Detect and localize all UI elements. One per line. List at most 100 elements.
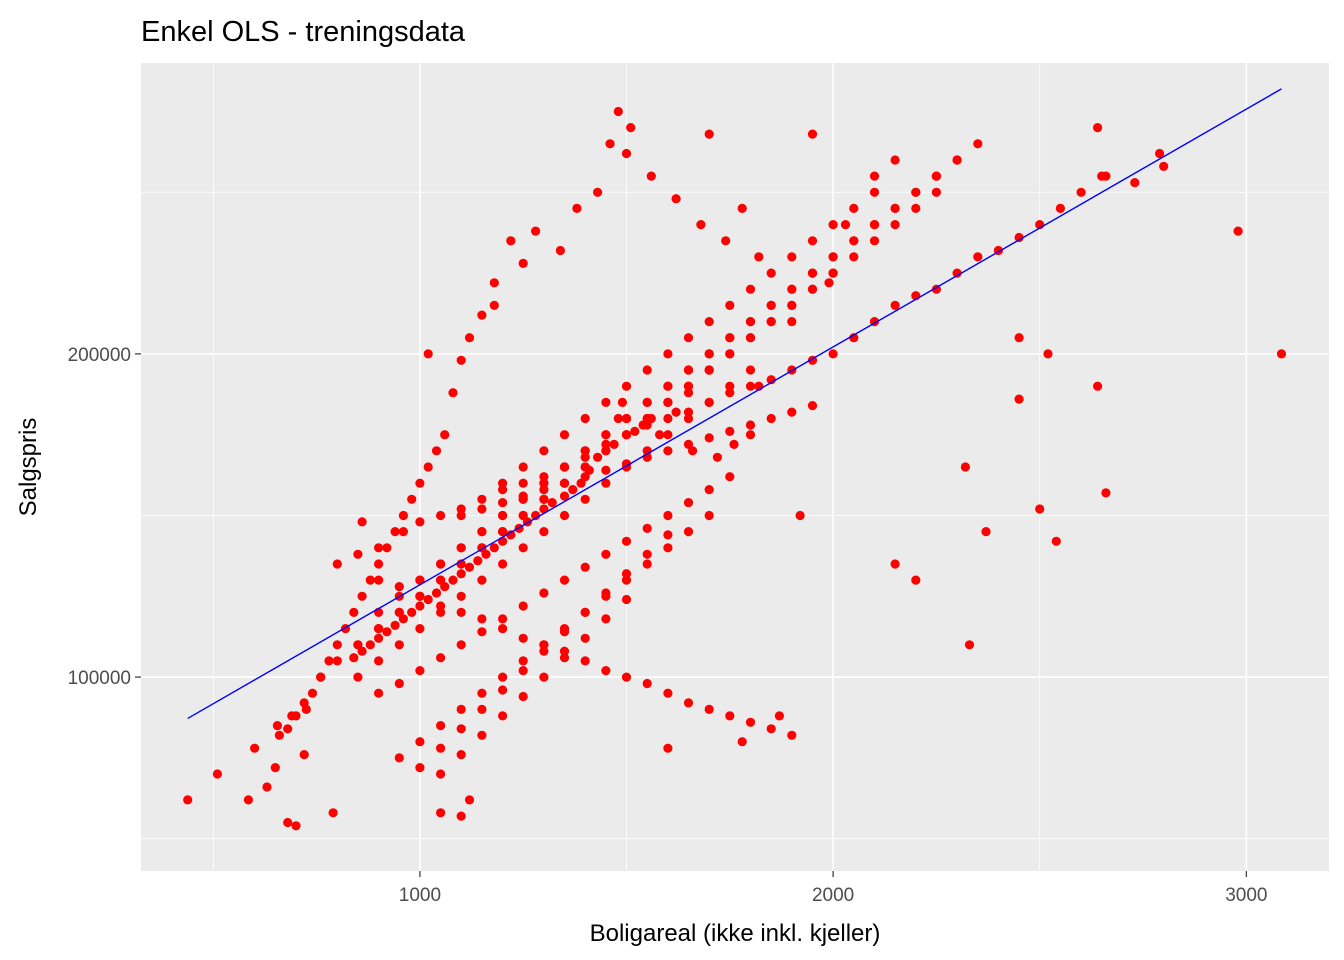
data-point — [390, 620, 400, 631]
data-point — [745, 365, 756, 375]
x-tick-label: 2000 — [812, 885, 854, 906]
data-point — [415, 601, 425, 611]
data-point — [498, 536, 508, 546]
data-point — [423, 594, 433, 605]
data-point — [477, 310, 487, 320]
data-point — [407, 607, 417, 618]
data-point — [840, 220, 851, 230]
data-point — [704, 397, 714, 407]
data-point — [683, 413, 694, 424]
data-point — [332, 640, 342, 650]
data-point — [243, 795, 253, 805]
data-point — [745, 333, 756, 343]
data-point — [683, 333, 694, 343]
data-point — [506, 236, 516, 246]
data-point — [473, 556, 483, 566]
data-point — [621, 594, 632, 605]
data-point — [539, 494, 549, 504]
data-point — [601, 446, 611, 456]
data-point — [456, 704, 466, 715]
data-point — [436, 601, 446, 611]
x-axis-label: Boligareal (ikke inkl. kjeller) — [590, 920, 881, 947]
data-point — [671, 194, 681, 204]
data-point — [374, 656, 384, 666]
data-point — [1035, 504, 1045, 514]
data-point — [559, 478, 570, 488]
data-point — [688, 446, 698, 456]
data-point — [518, 656, 528, 666]
data-point — [787, 730, 797, 740]
data-point — [436, 653, 446, 663]
data-point — [518, 491, 528, 501]
data-point — [481, 549, 491, 559]
data-point — [973, 252, 983, 262]
data-point — [274, 730, 284, 740]
data-point — [787, 252, 797, 262]
data-point — [849, 252, 859, 262]
data-point — [498, 498, 508, 508]
data-point — [489, 543, 499, 553]
data-point — [642, 559, 652, 569]
data-point — [580, 633, 590, 643]
data-point — [506, 530, 516, 540]
data-point — [605, 139, 615, 149]
data-point — [374, 575, 384, 585]
data-point — [621, 459, 632, 469]
data-point — [415, 763, 425, 773]
data-point — [613, 106, 623, 117]
regression-line — [187, 88, 1282, 720]
data-point — [415, 575, 425, 585]
data-point — [890, 155, 900, 165]
data-point — [795, 510, 805, 521]
data-point — [745, 717, 756, 727]
data-point — [456, 591, 466, 601]
data-point — [642, 523, 652, 534]
data-points — [183, 106, 1287, 831]
data-point — [283, 817, 293, 828]
data-point — [518, 633, 528, 643]
data-point — [398, 614, 408, 624]
data-point — [291, 821, 301, 831]
data-point — [448, 575, 458, 585]
data-point — [407, 494, 417, 504]
data-point — [357, 517, 367, 527]
data-point — [1014, 333, 1024, 343]
data-point — [559, 510, 570, 521]
data-point — [415, 591, 425, 601]
data-point — [559, 646, 570, 656]
data-point — [539, 640, 549, 650]
data-point — [1051, 536, 1061, 546]
y-tick-label: 200000 — [68, 345, 131, 366]
data-point — [704, 349, 714, 359]
data-point — [477, 730, 487, 740]
data-point — [212, 769, 222, 779]
data-point — [498, 559, 508, 569]
data-point — [559, 627, 570, 637]
data-point — [683, 388, 694, 398]
data-point — [539, 472, 549, 482]
x-tick-label: 1000 — [399, 885, 441, 906]
data-point — [1093, 381, 1103, 391]
data-point — [518, 666, 528, 676]
data-point — [555, 245, 566, 256]
data-point — [704, 433, 714, 443]
data-point — [766, 724, 776, 734]
data-point — [766, 300, 776, 310]
data-point — [518, 258, 528, 268]
data-point — [663, 743, 673, 753]
data-point — [291, 711, 301, 721]
data-point — [518, 462, 528, 472]
data-point — [518, 601, 528, 611]
data-point — [960, 462, 971, 472]
data-point — [601, 549, 611, 559]
axis-ticks: 1000 2000 3000 100000 200000 — [68, 345, 1268, 906]
data-point — [973, 139, 983, 149]
data-point — [696, 220, 706, 230]
data-point — [477, 575, 487, 585]
data-point — [601, 430, 611, 440]
data-point — [766, 413, 776, 424]
data-point — [456, 811, 466, 821]
data-point — [436, 808, 446, 818]
data-point — [436, 743, 446, 753]
data-point — [807, 401, 818, 411]
